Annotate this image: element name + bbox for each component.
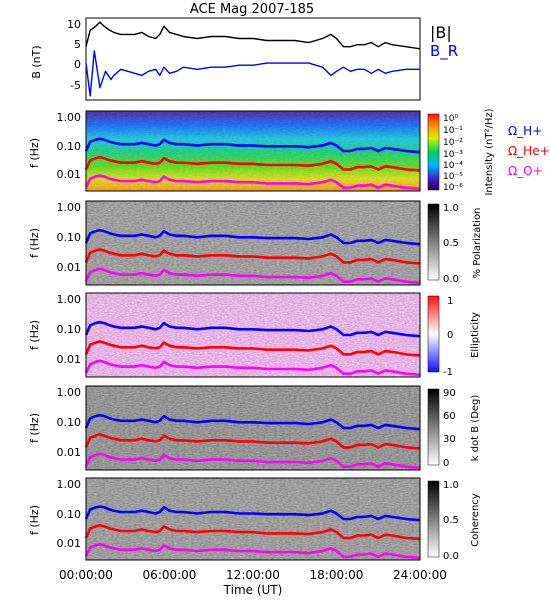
proton-gyrofrequency-line bbox=[84, 228, 421, 246]
colorbar-tick: 1.0 bbox=[443, 203, 459, 214]
ytick-label: 0.10 bbox=[57, 508, 82, 521]
y-axis-label: f (Hz) bbox=[28, 413, 41, 443]
oxygen-gyrofrequency-line bbox=[84, 174, 421, 191]
panel-b-field: 10 5 0 -5 B (nT) |B| B_R bbox=[30, 17, 458, 101]
legend-b-magnitude: |B| bbox=[430, 23, 452, 42]
colorbar-tick: 10⁻⁵ bbox=[443, 172, 463, 182]
colorbar-coherency bbox=[427, 480, 440, 558]
ytick-label: 0.10 bbox=[57, 323, 82, 336]
series-line-b-magnitude bbox=[85, 21, 421, 50]
ytick-label: 10 bbox=[67, 18, 81, 31]
xtick-label: 24:00:00 bbox=[393, 568, 447, 582]
colorbar-label: Intensity (nT²/Hz) bbox=[484, 108, 495, 195]
helium-gyrofrequency-line bbox=[84, 433, 421, 450]
colorbar-label: Coherency bbox=[470, 493, 481, 546]
legend-b-radial: B_R bbox=[430, 42, 458, 61]
colorbar-intensity bbox=[427, 113, 440, 191]
proton-gyrofrequency-line bbox=[84, 320, 421, 338]
ytick-label: 1.00 bbox=[57, 386, 82, 399]
ytick-label: 5 bbox=[74, 38, 81, 51]
colorbar-tick: 0.5 bbox=[443, 238, 459, 249]
ytick-label: 0.01 bbox=[57, 261, 82, 274]
oxygen-gyrofrequency-line bbox=[84, 267, 421, 285]
legend-helium-gyro: Ω_He+ bbox=[508, 144, 550, 158]
panel-k-dot-b: 90 60 30 0 k dot B (Deg) bbox=[84, 385, 481, 471]
oxygen-gyrofrequency-line bbox=[84, 452, 421, 470]
colorbar-tick: 0 bbox=[443, 458, 449, 469]
proton-gyrofrequency-line bbox=[84, 505, 421, 522]
y-axis-label: f (Hz) bbox=[28, 228, 41, 258]
colorbar-polarization bbox=[427, 203, 440, 281]
helium-gyrofrequency-line bbox=[84, 523, 421, 541]
colorbar-tick: 0.0 bbox=[443, 274, 459, 285]
colorbar-label: Ellipticity bbox=[470, 312, 481, 358]
x-axis: 00:00:00 06:00:00 12:00:00 18:00:00 24:0… bbox=[59, 568, 447, 597]
y-axis-label: B (nT) bbox=[30, 45, 43, 78]
y-axis-label: f (Hz) bbox=[28, 138, 41, 168]
colorbar-tick: 10⁻¹ bbox=[443, 126, 463, 136]
proton-gyrofrequency-line bbox=[84, 413, 421, 431]
panel-polarization: 1.0 0.5 0.0 % Polarization bbox=[84, 200, 483, 286]
ytick-label: 0.01 bbox=[57, 353, 82, 366]
oxygen-gyrofrequency-line bbox=[84, 542, 421, 560]
legend-oxygen-gyro: Ω_O+ bbox=[508, 164, 543, 178]
colorbar-tick: 10⁻² bbox=[443, 138, 463, 148]
ytick-label: 1.00 bbox=[57, 478, 82, 491]
ytick-label: 0.01 bbox=[57, 446, 82, 459]
helium-gyrofrequency-line bbox=[84, 248, 421, 265]
proton-gyrofrequency-line bbox=[84, 137, 421, 154]
panel-ellipticity: 1 0 -1 Ellipticity bbox=[84, 292, 481, 378]
ytick-label: 0.10 bbox=[57, 416, 82, 429]
colorbar-tick: 60 bbox=[443, 411, 456, 422]
xtick-label: 06:00:00 bbox=[143, 568, 197, 582]
colorbar-tick: -1 bbox=[443, 367, 453, 378]
colorbar-tick: 30 bbox=[443, 434, 456, 445]
colorbar-label: % Polarization bbox=[472, 208, 483, 279]
colorbar-label: k dot B (Deg) bbox=[470, 395, 481, 462]
colorbar-tick: 10⁻⁴ bbox=[443, 161, 463, 171]
legend-proton-gyro: Ω_H+ bbox=[508, 124, 542, 138]
ytick-label: 0.01 bbox=[57, 537, 82, 550]
figure-title: ACE Mag 2007-185 bbox=[190, 2, 314, 17]
colorbar-tick: 0 bbox=[447, 330, 453, 341]
ytick-label: 1.00 bbox=[57, 111, 82, 124]
colorbar-tick: 1.0 bbox=[443, 480, 459, 491]
ytick-label: -5 bbox=[70, 79, 81, 92]
ytick-label: 0.10 bbox=[57, 231, 82, 244]
panel-coherency: 1.0 0.5 0.0 Coherency bbox=[84, 477, 481, 562]
colorbar-tick: 10⁻⁶ bbox=[443, 183, 463, 193]
series-line-b-radial bbox=[85, 50, 420, 97]
ytick-label: 0.01 bbox=[57, 168, 82, 181]
colorbar-tick: 10⁻³ bbox=[443, 150, 463, 160]
y-axis-label: f (Hz) bbox=[28, 320, 41, 350]
ytick-label: 1.00 bbox=[57, 293, 82, 306]
spectrogram-yaxes: 1.00 0.10 0.01 f (Hz) 1.00 0.10 0.01 f (… bbox=[28, 111, 81, 550]
panel-intensity: 10⁰ 10⁻¹ 10⁻² 10⁻³ 10⁻⁴ 10⁻⁵ 10⁻⁶ Intens… bbox=[84, 108, 550, 196]
colorbar-tick: 90 bbox=[443, 388, 456, 399]
xtick-label: 00:00:00 bbox=[59, 568, 113, 582]
oxygen-gyrofrequency-line bbox=[84, 359, 421, 377]
helium-gyrofrequency-line bbox=[84, 340, 421, 357]
xtick-label: 12:00:00 bbox=[226, 568, 280, 582]
xtick-label: 18:00:00 bbox=[310, 568, 364, 582]
ytick-label: 1.00 bbox=[57, 201, 82, 214]
colorbar-k-dot-b bbox=[427, 388, 440, 466]
y-axis-label: f (Hz) bbox=[28, 505, 41, 535]
colorbar-tick: 1 bbox=[447, 296, 453, 307]
colorbar-tick: 10⁰ bbox=[443, 114, 458, 124]
ytick-label: 0.10 bbox=[57, 140, 82, 153]
colorbar-tick: 0.0 bbox=[443, 551, 459, 562]
colorbar-ellipticity bbox=[427, 295, 440, 373]
ytick-label: 0 bbox=[74, 58, 81, 71]
x-axis-label: Time (UT) bbox=[223, 583, 283, 597]
colorbar-tick: 0.5 bbox=[443, 515, 459, 526]
helium-gyrofrequency-line bbox=[84, 155, 421, 172]
